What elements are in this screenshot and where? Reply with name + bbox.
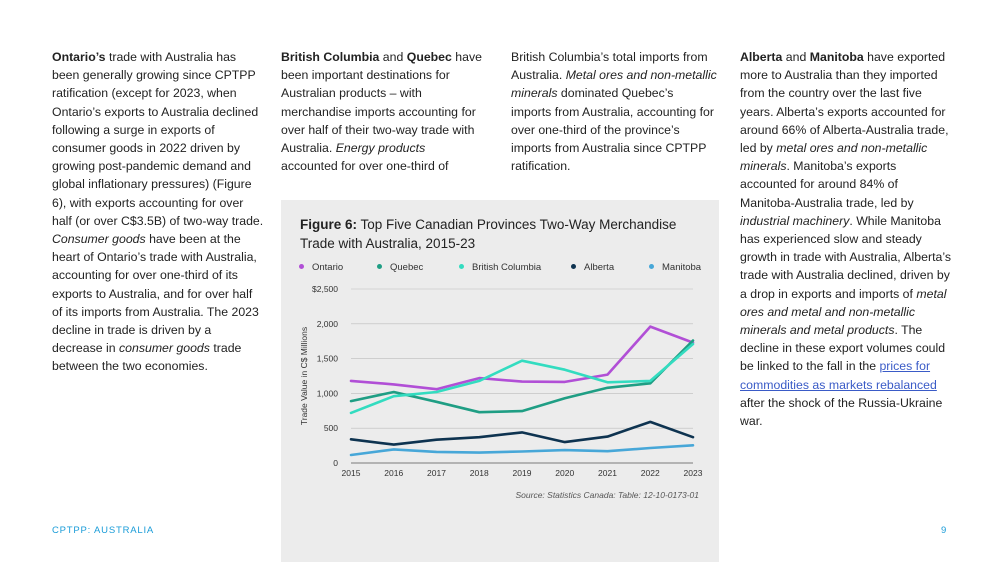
text-run: British Columbia’s total imports from Au… bbox=[511, 50, 708, 83]
series-line-british-columbia bbox=[349, 342, 695, 415]
legend-item: Manitoba bbox=[649, 262, 701, 274]
text-run: . The decline in these export volumes co… bbox=[740, 323, 946, 374]
text-column-bc-quebec-continued: British Columbia’s total imports from Au… bbox=[511, 48, 717, 175]
emphasis-bold: British Columbia bbox=[281, 50, 380, 64]
legend-label: Alberta bbox=[584, 262, 615, 273]
legend-label: Manitoba bbox=[662, 262, 702, 273]
text-run: have exported more to Australia than the… bbox=[740, 50, 949, 156]
text-run: accounted for over one-third of bbox=[281, 159, 449, 174]
legend-marker bbox=[377, 263, 382, 269]
page-number: 9 bbox=[941, 525, 947, 536]
commodity-prices-link[interactable]: prices for commodities as markets rebala… bbox=[740, 359, 937, 392]
x-tick-label: 2016 bbox=[384, 468, 403, 478]
text-run: . Manitoba’s exports accounted for aroun… bbox=[740, 159, 914, 210]
x-tick-label: 2022 bbox=[641, 468, 660, 478]
series-line-ontario bbox=[349, 325, 695, 391]
figure-title: Figure 6: Top Five Canadian Provinces Tw… bbox=[300, 215, 700, 253]
emphasis-italic: consumer goods bbox=[119, 341, 210, 356]
y-tick-label: 1,500 bbox=[317, 354, 339, 364]
emphasis-italic: Energy products bbox=[335, 141, 426, 156]
legend-item: Ontario bbox=[299, 262, 343, 274]
x-tick-label: 2023 bbox=[684, 468, 703, 478]
text-run: dominated Quebec’s imports from Australi… bbox=[511, 86, 714, 174]
paragraph: Ontario’s trade with Australia has been … bbox=[52, 48, 264, 376]
legend-marker bbox=[649, 263, 654, 269]
emphasis-bold: Alberta bbox=[740, 50, 783, 64]
y-tick-label: 500 bbox=[324, 423, 338, 433]
legend-label: Ontario bbox=[312, 262, 344, 273]
x-tick-label: 2021 bbox=[598, 468, 617, 478]
x-tick-label: 2018 bbox=[470, 468, 489, 478]
emphasis-italic: industrial machinery bbox=[740, 213, 850, 228]
paragraph: British Columbia’s total imports from Au… bbox=[511, 48, 717, 175]
line-chart: 0 500 1,000 1,500 2,000 $2,500 2015 2016 2017 201… bbox=[299, 284, 703, 478]
chart-legend: Ontario Quebec British Columbia Alberta Mani… bbox=[299, 262, 711, 276]
text-run: . While Manitoba has experienced slow an… bbox=[740, 213, 951, 301]
y-tick-label: 2,000 bbox=[317, 319, 339, 329]
text-run: have been at the heart of Ontario’s trad… bbox=[52, 232, 259, 356]
paragraph: Alberta and Manitoba have exported more … bbox=[740, 48, 952, 430]
legend-label: Quebec bbox=[390, 262, 424, 273]
x-tick-label: 2020 bbox=[555, 468, 574, 478]
emphasis-italic: metal ores and metal and non-metallic mi… bbox=[740, 286, 947, 338]
paragraph: British Columbia and Quebec have been im… bbox=[281, 48, 483, 175]
legend-marker bbox=[459, 263, 464, 269]
x-tick-label: 2019 bbox=[513, 468, 532, 478]
text-column-alberta-manitoba: Alberta and Manitoba have exported more … bbox=[740, 48, 952, 430]
text-column-bc-quebec: British Columbia and Quebec have been im… bbox=[281, 48, 483, 175]
legend-item: British Columbia bbox=[459, 262, 541, 274]
legend-item: Alberta bbox=[571, 262, 614, 274]
figure-source: Source: Statistics Canada: Table: 12-10-… bbox=[515, 490, 700, 500]
series-line-alberta bbox=[349, 420, 695, 446]
y-tick-label: $2,500 bbox=[312, 284, 338, 294]
emphasis-italic: Metal ores and non-metallic minerals bbox=[511, 68, 717, 101]
emphasis-italic: Consumer goods bbox=[52, 232, 146, 247]
text-run: have been important destinations for Aus… bbox=[281, 50, 482, 156]
text-run: trade between the two economies. bbox=[52, 341, 242, 374]
text-run: and bbox=[782, 50, 810, 64]
emphasis-bold: Ontario’s bbox=[52, 50, 106, 64]
y-tick-label: 0 bbox=[333, 458, 338, 468]
emphasis-italic: metal ores and non-metallic minerals bbox=[740, 141, 928, 174]
emphasis-bold: Quebec bbox=[406, 50, 452, 64]
legend-label: British Columbia bbox=[472, 262, 542, 273]
legend-marker bbox=[299, 263, 304, 269]
text-run: trade with Australia has been generally … bbox=[52, 50, 264, 228]
x-tick-label: 2015 bbox=[342, 468, 361, 478]
y-tick-label: 1,000 bbox=[317, 388, 339, 398]
text-run: after the shock of the Russia-Ukraine wa… bbox=[740, 395, 943, 429]
legend-item: Quebec bbox=[377, 262, 423, 274]
figure-label: Figure 6: bbox=[300, 217, 358, 232]
footer-publication-title: CPTPP: AUSTRALIA bbox=[52, 525, 155, 536]
series-line-quebec bbox=[349, 339, 695, 414]
x-tick-label: 2017 bbox=[427, 468, 446, 478]
figure-caption: Top Five Canadian Provinces Two-Way Merc… bbox=[300, 217, 677, 251]
series-line-manitoba bbox=[349, 444, 695, 457]
text-run: and bbox=[379, 50, 407, 64]
figure-6-panel: Figure 6: Top Five Canadian Provinces Tw… bbox=[281, 200, 719, 562]
text-column-ontario: Ontario’s trade with Australia has been … bbox=[52, 48, 264, 376]
y-axis-title: Trade Value in C$ Millions bbox=[299, 327, 309, 425]
legend-marker bbox=[571, 263, 576, 269]
emphasis-bold: Manitoba bbox=[809, 50, 864, 64]
